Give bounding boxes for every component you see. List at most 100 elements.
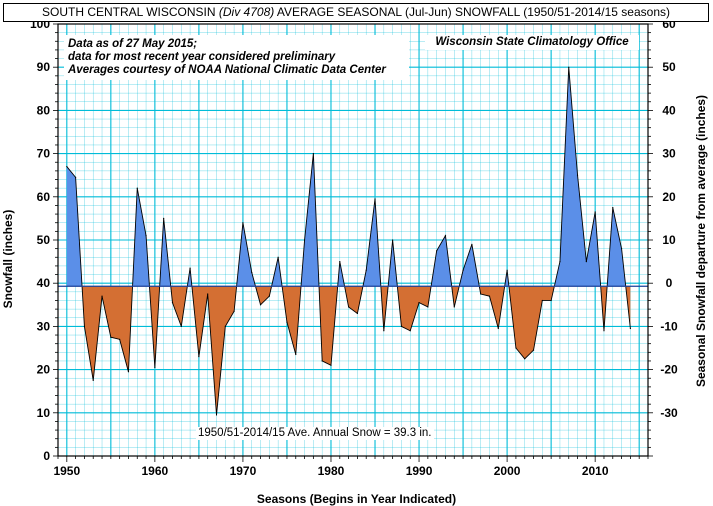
source-label: Wisconsin State Climatology Office [425,35,639,50]
y2-tick-label: -20 [660,363,678,377]
below-average-area [170,286,188,327]
snowfall-point [400,325,403,327]
y-tick-label: 80 [37,103,51,117]
below-average-area [282,286,302,355]
snowfall-point [436,250,438,252]
snowfall-point [620,248,623,250]
snowfall-point [418,302,420,304]
tick-labels: 1950 1960 1970 1980 1990 2000 2010010203040506… [30,17,678,478]
snowfall-point [242,222,244,224]
snowfall-point [392,239,394,241]
snowfall-point [427,306,429,308]
snowfall-point [180,325,182,327]
snowfall-point [374,198,376,200]
snowfall-point [339,261,341,263]
y2-tick-label: -30 [660,406,678,420]
note-line-1: Data as of 27 May 2015; [68,38,198,50]
above-average-area [431,235,452,287]
snowfall-point [576,174,579,176]
snowfall-point [629,327,631,330]
snowfall-point [550,299,552,302]
y2-tick-label: 50 [662,60,676,74]
y-tick-label: 0 [43,449,50,463]
x-tick-label: 1980 [318,464,345,478]
snowfall-point [198,356,200,358]
snowfall-point [462,269,464,271]
title-part-region: SOUTH CENTRAL WISCONSIN [41,5,219,19]
snowfall-point [171,302,174,304]
snowfall-point [110,336,112,338]
above-average-area [459,244,480,287]
y2-axis-label: Seasonal Snowfall departure from average… [694,94,708,388]
snowfall-point [585,261,587,263]
below-average-area [319,286,338,366]
snowfall-point [154,366,156,369]
y2-tick-label: 20 [662,190,676,204]
above-average-area [159,218,171,287]
x-tick-label: 2000 [494,464,521,478]
snowfall-point [286,321,288,323]
snowfall-point [356,312,359,315]
above-average-area [271,257,283,287]
y-axis-label: Snowfall (inches) [1,209,15,309]
title-part-description: AVERAGE SEASONAL (Jul-Jun) SNOWFALL (195… [274,5,670,19]
snowfall-point [506,269,508,271]
snowfall-point [559,261,561,263]
snowfall-point [541,299,543,302]
below-average-area [191,286,237,415]
snowfall-point [163,217,165,219]
snowfall-point [409,330,411,332]
data-notes: Data as of 27 May 2015; data for most re… [64,35,409,80]
snowfall-point [568,66,570,68]
snowfall-point [515,347,517,349]
y2-tick-label: -10 [660,319,678,333]
snowfall-point [295,353,297,356]
note-line-2: data for most recent year considered pre… [68,51,336,63]
y-tick-label: 90 [37,60,51,74]
x-tick-label: 1990 [406,464,433,478]
snowfall-point [268,295,270,297]
snowfall-point [251,271,253,273]
snowfall-point [321,360,323,362]
snowfall-point [145,235,147,237]
x-tick-label: 2010 [582,464,609,478]
snowfall-point [532,349,535,351]
y2-tick-label: 30 [662,147,676,161]
snowfall-point [127,371,130,373]
snowfall-point [594,211,596,213]
snowfall-point [83,325,86,327]
snowfall-point [347,306,350,308]
y-tick-label: 20 [37,363,51,377]
snowfall-point [480,293,482,295]
snowfall-point [75,176,77,178]
below-average-area [397,286,432,331]
x-tick-label: 1970 [230,464,257,478]
axis-ticks [53,23,653,462]
snowfall-point [330,364,332,366]
above-average-area [66,166,83,287]
y-tick-label: 30 [37,319,51,333]
below-average-area [600,286,608,331]
x-axis-label: Seasons (Begins in Year Indicated) [256,492,457,506]
snowfall-point [383,330,385,332]
snowfall-point [119,338,121,340]
x-tick-label: 1960 [142,464,169,478]
snowfall-point [524,358,526,360]
y2-tick-label: 40 [662,103,676,117]
snowfall-point [444,235,447,237]
snowfall-point [207,293,209,295]
snowfall-point [303,239,306,241]
above-average-area [236,222,256,287]
snowfall-point [488,295,491,297]
y2-tick-label: 0 [666,276,673,290]
snowfall-point [215,414,218,416]
note-line-3: Averages courtesy of NOAA National Clima… [68,64,386,76]
snowfall-point [603,330,605,332]
snowfall-point [233,310,235,312]
snowfall-point [189,267,191,269]
snowfall-point [453,306,455,308]
below-average-area [508,286,555,359]
title-part-division: (Div 4708) [218,5,275,19]
snowfall-point [365,269,367,271]
